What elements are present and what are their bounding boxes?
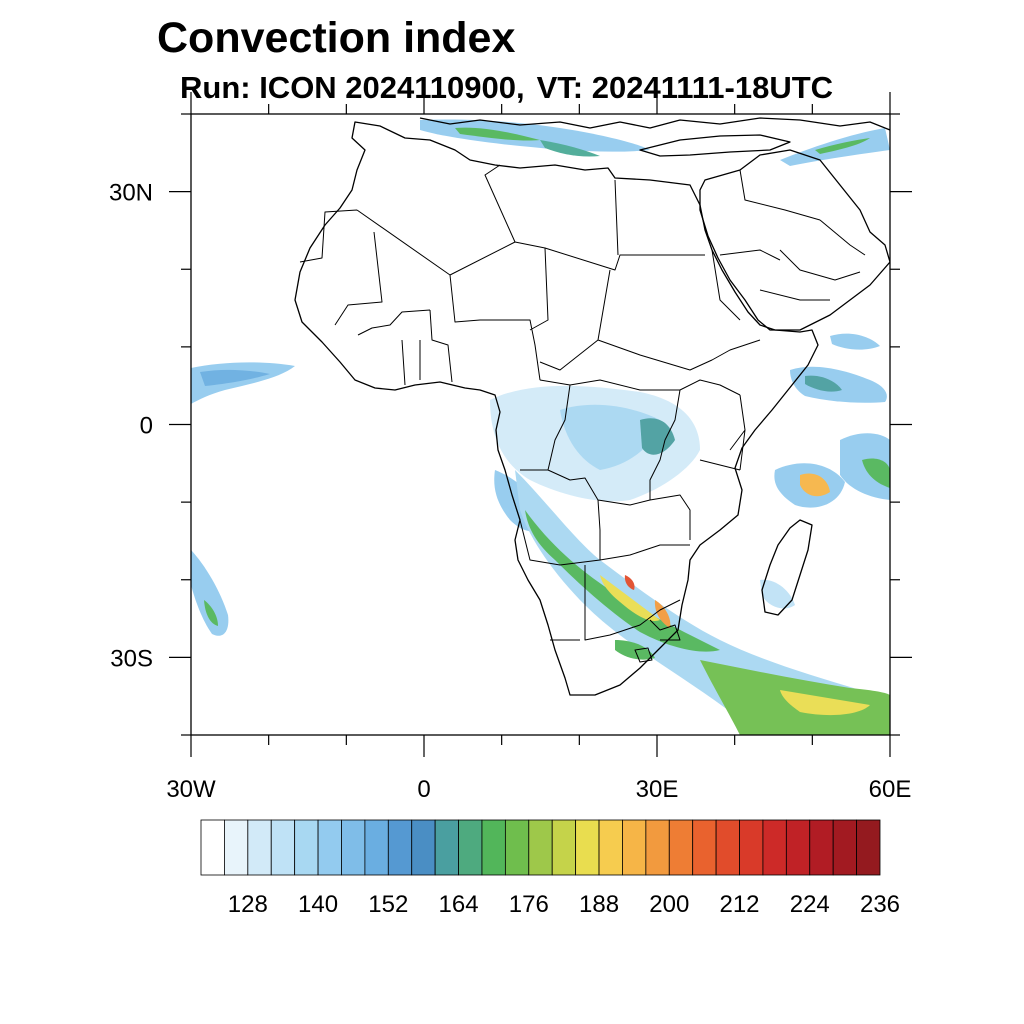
map-plot-area: [191, 114, 890, 735]
colorbar-swatch: [809, 819, 834, 876]
lon-tick-label: 60E: [869, 776, 912, 803]
field-central-africa-2: [560, 404, 660, 470]
lat-tick-label: 30S: [110, 645, 153, 672]
colorbar-swatch: [832, 819, 857, 876]
colorbar-label: 212: [719, 891, 759, 918]
colorbar: 128 140 152 164 176 188 200 212 224 236: [200, 819, 900, 918]
colorbar-label: 176: [509, 891, 549, 918]
colorbar-swatch: [317, 819, 342, 876]
europe-fringe: [419, 117, 890, 131]
colorbar-swatch: [762, 819, 787, 876]
axis-labels: 30W 0 30E 60E 30N 0 30S: [109, 180, 911, 803]
field-madagascar-core: [800, 473, 830, 497]
colorbar-swatch: [411, 819, 436, 876]
colorbar-swatch: [434, 819, 459, 876]
colorbar-swatch: [224, 819, 249, 876]
arabia-coastline: [699, 149, 890, 331]
colorbar-swatch: [715, 819, 740, 876]
field-lake-region: [640, 418, 675, 455]
chart-title: Convection index: [157, 14, 516, 62]
colorbar-label: 128: [228, 891, 268, 918]
field-south-atlantic-west: [191, 550, 229, 636]
colorbar-swatch: [481, 819, 506, 876]
field-atlantic-core: [200, 369, 270, 386]
colorbar-label: 224: [790, 891, 830, 918]
convection-field: [191, 119, 890, 735]
lon-tick-label: 0: [417, 776, 430, 803]
colorbar-swatch: [668, 819, 694, 876]
colorbar-swatch: [294, 819, 319, 876]
chart-subtitle: Run: ICON 2024110900, VT: 20241111-18UTC: [180, 70, 833, 106]
field-somalia-core: [805, 375, 842, 392]
colorbar-swatch: [247, 819, 272, 876]
field-front-core: [600, 575, 660, 621]
lat-tick-label: 0: [140, 413, 153, 440]
colorbar-label: 152: [368, 891, 408, 918]
colorbar-swatch: [270, 819, 296, 876]
field-mediterranean-core: [455, 127, 540, 141]
colorbar-label: 236: [860, 891, 900, 918]
colorbar-swatch: [739, 819, 764, 876]
colorbar-label: 164: [439, 891, 479, 918]
colorbar-swatch: [504, 819, 530, 876]
colorbar-swatch: [341, 819, 366, 876]
field-arabian-sea: [830, 333, 880, 350]
lat-tick-label: 30N: [109, 180, 153, 207]
field-mediterranean-east: [540, 140, 600, 157]
madagascar-coastline: [761, 519, 813, 616]
field-north-east-core: [815, 138, 870, 154]
colorbar-swatch: [458, 819, 483, 876]
colorbar-swatch: [645, 819, 670, 876]
colorbar-label: 200: [649, 891, 689, 918]
colorbar-label: 140: [298, 891, 338, 918]
field-somalia: [790, 366, 887, 403]
anatolia: [639, 134, 791, 157]
lon-tick-label: 30E: [636, 776, 679, 803]
lon-tick-label: 30W: [166, 776, 216, 803]
run-label: Run: ICON 2024110900,: [180, 70, 525, 105]
colorbar-swatch: [785, 819, 811, 876]
colorbar-swatch: [856, 819, 881, 876]
field-front-core-2: [624, 575, 635, 590]
field-indian-ocean-east-core: [862, 458, 890, 488]
field-mediterranean: [420, 119, 650, 152]
colorbar-swatch: [364, 819, 389, 876]
field-southern-ocean-core: [780, 690, 870, 716]
colorbar-swatch: [575, 819, 600, 876]
border-lines: [299, 164, 866, 663]
colorbar-swatch: [622, 819, 647, 876]
field-south-atlantic-west-core: [204, 600, 218, 626]
africa-coastline: [294, 121, 819, 696]
colorbar-swatch: [528, 819, 553, 876]
axis-ticks: [169, 92, 912, 757]
colorbar-swatch: [387, 819, 413, 876]
valid-time-label: VT: 20241111-18UTC: [536, 70, 834, 105]
colorbar-label: 188: [579, 891, 619, 918]
coastlines-borders: [294, 117, 890, 696]
colorbar-swatch: [551, 819, 577, 876]
field-madagascar-south: [760, 579, 795, 609]
colorbar-swatch: [598, 819, 623, 876]
colorbar-swatch: [692, 819, 717, 876]
field-front-core-3: [654, 600, 671, 628]
colorbar-swatch: [200, 819, 225, 876]
